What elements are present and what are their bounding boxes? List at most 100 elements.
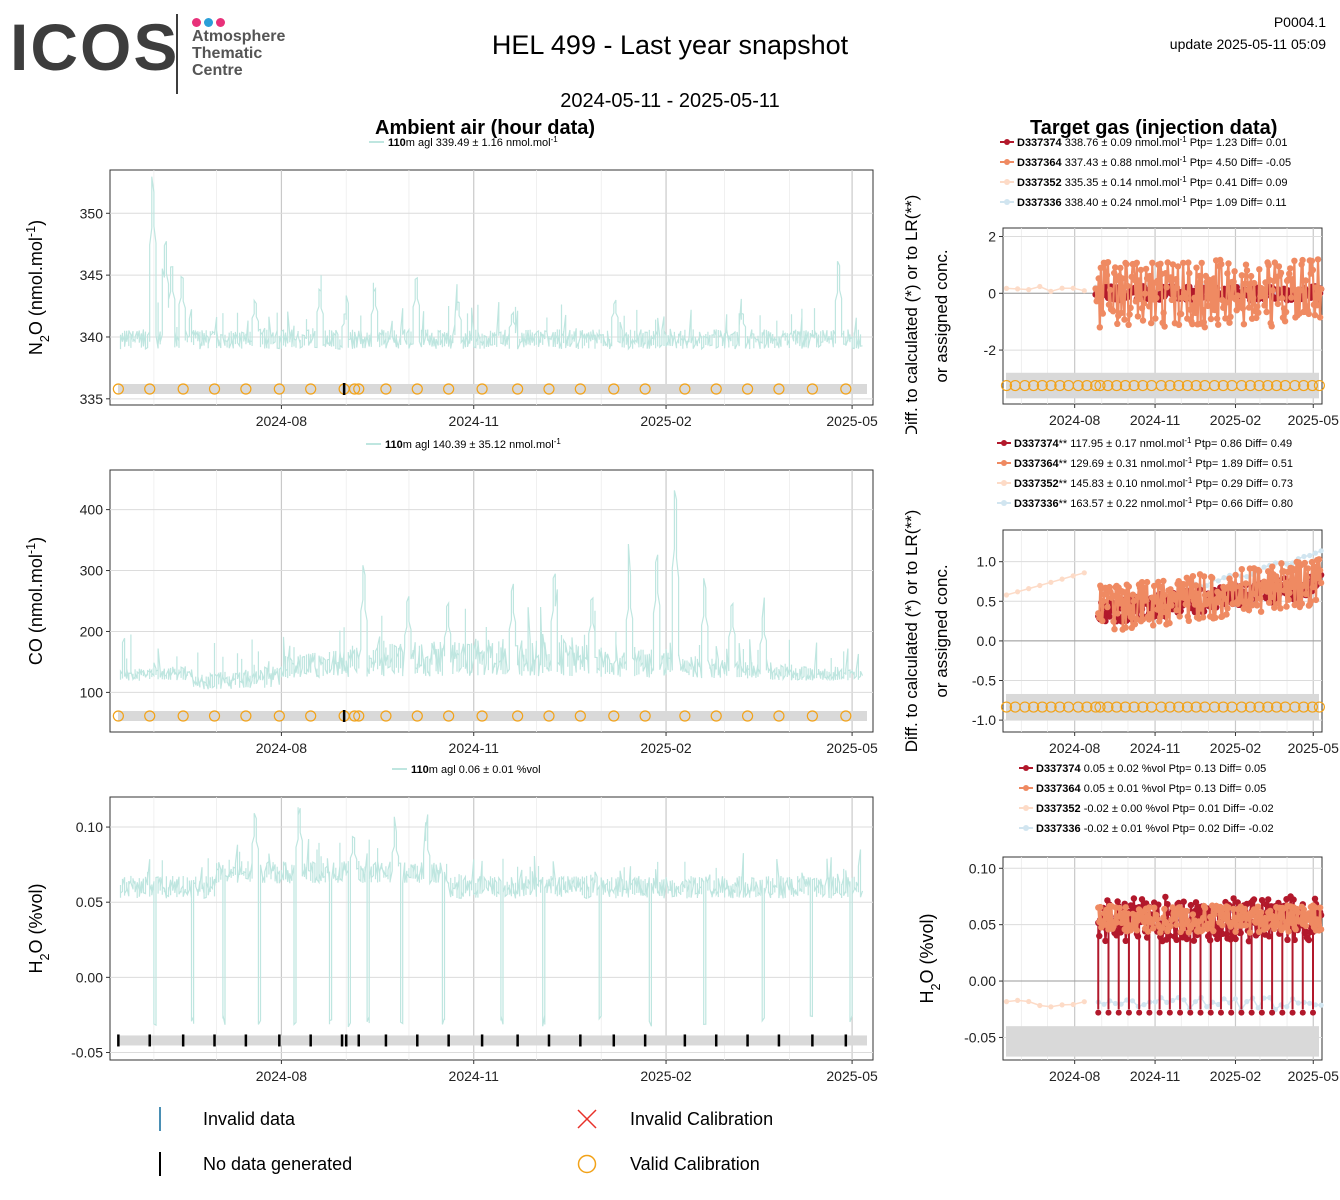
plot-frame bbox=[109, 796, 874, 1061]
target-series-point bbox=[1135, 277, 1143, 284]
valid-calibration-marker bbox=[512, 383, 524, 395]
valid-calibration-marker bbox=[608, 383, 620, 395]
target-series-point bbox=[1199, 914, 1207, 922]
target-series-point bbox=[1316, 314, 1324, 321]
target-series-point bbox=[1244, 574, 1250, 580]
valid-calibration-marker bbox=[1289, 379, 1301, 392]
target-series-point bbox=[1307, 598, 1315, 605]
target-series-point bbox=[1164, 999, 1170, 1006]
valid-calibration-marker bbox=[1128, 379, 1140, 392]
valid-calibration-marker bbox=[1270, 701, 1283, 713]
target-section-title: Target gas (injection data) bbox=[1030, 117, 1278, 139]
target-legend: D337374** 117.95 ± 0.17 nmol.mol-1 Ptp= … bbox=[997, 436, 1293, 510]
valid-calibration-marker bbox=[1306, 379, 1318, 392]
target-series-point bbox=[1284, 561, 1290, 567]
target-series-point bbox=[1290, 577, 1297, 584]
target-series-point bbox=[1245, 304, 1253, 311]
target-series-point bbox=[1314, 256, 1322, 263]
y-tick-label: -0.05 bbox=[964, 1029, 996, 1045]
target-series-point bbox=[1117, 596, 1124, 603]
x-tick-label: 2025-05 bbox=[826, 1068, 878, 1084]
target-series-point bbox=[1132, 912, 1140, 919]
legend-series-dot bbox=[1023, 785, 1029, 791]
target-series-point bbox=[1122, 937, 1129, 944]
target-series-point bbox=[1096, 324, 1104, 331]
legend-series-dot bbox=[1004, 199, 1010, 205]
valid-calibration-marker bbox=[348, 710, 361, 722]
target-series-point bbox=[1231, 268, 1238, 275]
target-series-point bbox=[1246, 929, 1254, 936]
valid-calibration-marker bbox=[710, 383, 722, 395]
target-series-point bbox=[1271, 259, 1279, 266]
y-axis-label: or assigned conc. bbox=[932, 564, 951, 697]
invalid-data-icon bbox=[159, 1107, 161, 1131]
x-tick-label: 2024-11 bbox=[449, 1068, 500, 1084]
target-series-point bbox=[1274, 300, 1282, 308]
target-series-point bbox=[1175, 321, 1183, 328]
valid-calibration-marker bbox=[1000, 701, 1013, 713]
valid-calibration-marker bbox=[1019, 379, 1031, 392]
legend-no-data-label: No data generated bbox=[203, 1153, 353, 1174]
target-series-point bbox=[1263, 582, 1270, 589]
target-series-point bbox=[1166, 1009, 1173, 1016]
y-tick-label: 0.10 bbox=[76, 819, 103, 835]
target-series-point bbox=[1265, 262, 1272, 269]
target-series-point bbox=[1314, 574, 1322, 582]
target-series-point bbox=[1307, 552, 1313, 559]
target-series-point bbox=[1316, 904, 1324, 911]
valid-calibration-marker bbox=[543, 383, 555, 395]
y-tick-label: 300 bbox=[80, 563, 104, 579]
target-series-point bbox=[1026, 287, 1032, 293]
target-series-point bbox=[1192, 309, 1199, 317]
legend-series-dot bbox=[1023, 805, 1029, 811]
target-series-point bbox=[1187, 581, 1195, 588]
target-series-point bbox=[1180, 581, 1187, 588]
target-series-point bbox=[1302, 590, 1310, 598]
target-series-point bbox=[1257, 909, 1265, 916]
target-series-point bbox=[1249, 590, 1257, 597]
target-series-point bbox=[1300, 582, 1308, 589]
x-tick-label: 2024-11 bbox=[1130, 1068, 1181, 1084]
legend-invalid-calibration: Invalid Calibration bbox=[575, 1105, 773, 1133]
target-series-point bbox=[1127, 613, 1135, 621]
target-series-point bbox=[1302, 922, 1310, 930]
target-series-point bbox=[1109, 308, 1117, 315]
x-tick-label: 2025-02 bbox=[1210, 740, 1262, 756]
x-tick-label: 2024-11 bbox=[1130, 740, 1181, 756]
valid-calibration-marker bbox=[773, 383, 785, 395]
ambient-series-line bbox=[119, 807, 864, 1028]
target-series-point bbox=[1140, 584, 1148, 591]
target-legend-text: D337336 -0.02 ± 0.01 %vol Ptp= 0.02 Diff… bbox=[1036, 823, 1274, 835]
target-legend: D337374 338.76 ± 0.09 nmol.mol-1 Ptp= 1.… bbox=[1000, 135, 1291, 209]
target-series-point bbox=[1277, 605, 1284, 612]
target-series-point bbox=[1110, 618, 1117, 625]
target-series-point bbox=[1215, 1001, 1221, 1008]
target-series-point bbox=[1121, 589, 1128, 596]
target-series-point bbox=[1148, 612, 1155, 620]
target-series-point bbox=[1081, 999, 1087, 1005]
target-panel-3: -0.05 0.00 0.05 0.10 2024-08 2024-11 2025-02 20… bbox=[917, 856, 1339, 1084]
target-series-point bbox=[1117, 264, 1124, 272]
target-series-point bbox=[1106, 286, 1114, 294]
target-series-point bbox=[1228, 1009, 1235, 1016]
legend-series-dot bbox=[1023, 765, 1029, 771]
target-series-point bbox=[1209, 574, 1216, 582]
target-series-point bbox=[1003, 592, 1010, 598]
target-series-point bbox=[1242, 580, 1250, 587]
target-series-point bbox=[1269, 287, 1276, 294]
target-series-point bbox=[1138, 305, 1146, 312]
legend-series-dot bbox=[1001, 440, 1007, 446]
y-tick-label: 200 bbox=[80, 623, 104, 639]
target-series-point bbox=[1150, 925, 1157, 932]
x-tick-label: 2025-05 bbox=[826, 740, 878, 756]
target-series-point bbox=[1252, 919, 1260, 926]
target-series-point bbox=[1157, 614, 1164, 621]
y-tick-label: 0.05 bbox=[969, 917, 996, 933]
y-tick-label: 0.05 bbox=[76, 894, 103, 910]
valid-calibration-marker bbox=[1155, 701, 1167, 713]
target-series-point bbox=[1139, 317, 1147, 324]
target-series-point bbox=[1230, 278, 1237, 285]
target-series-point bbox=[1155, 578, 1162, 586]
valid-calibration-marker bbox=[1217, 701, 1229, 713]
x-tick-label: 2024-08 bbox=[1049, 740, 1101, 756]
